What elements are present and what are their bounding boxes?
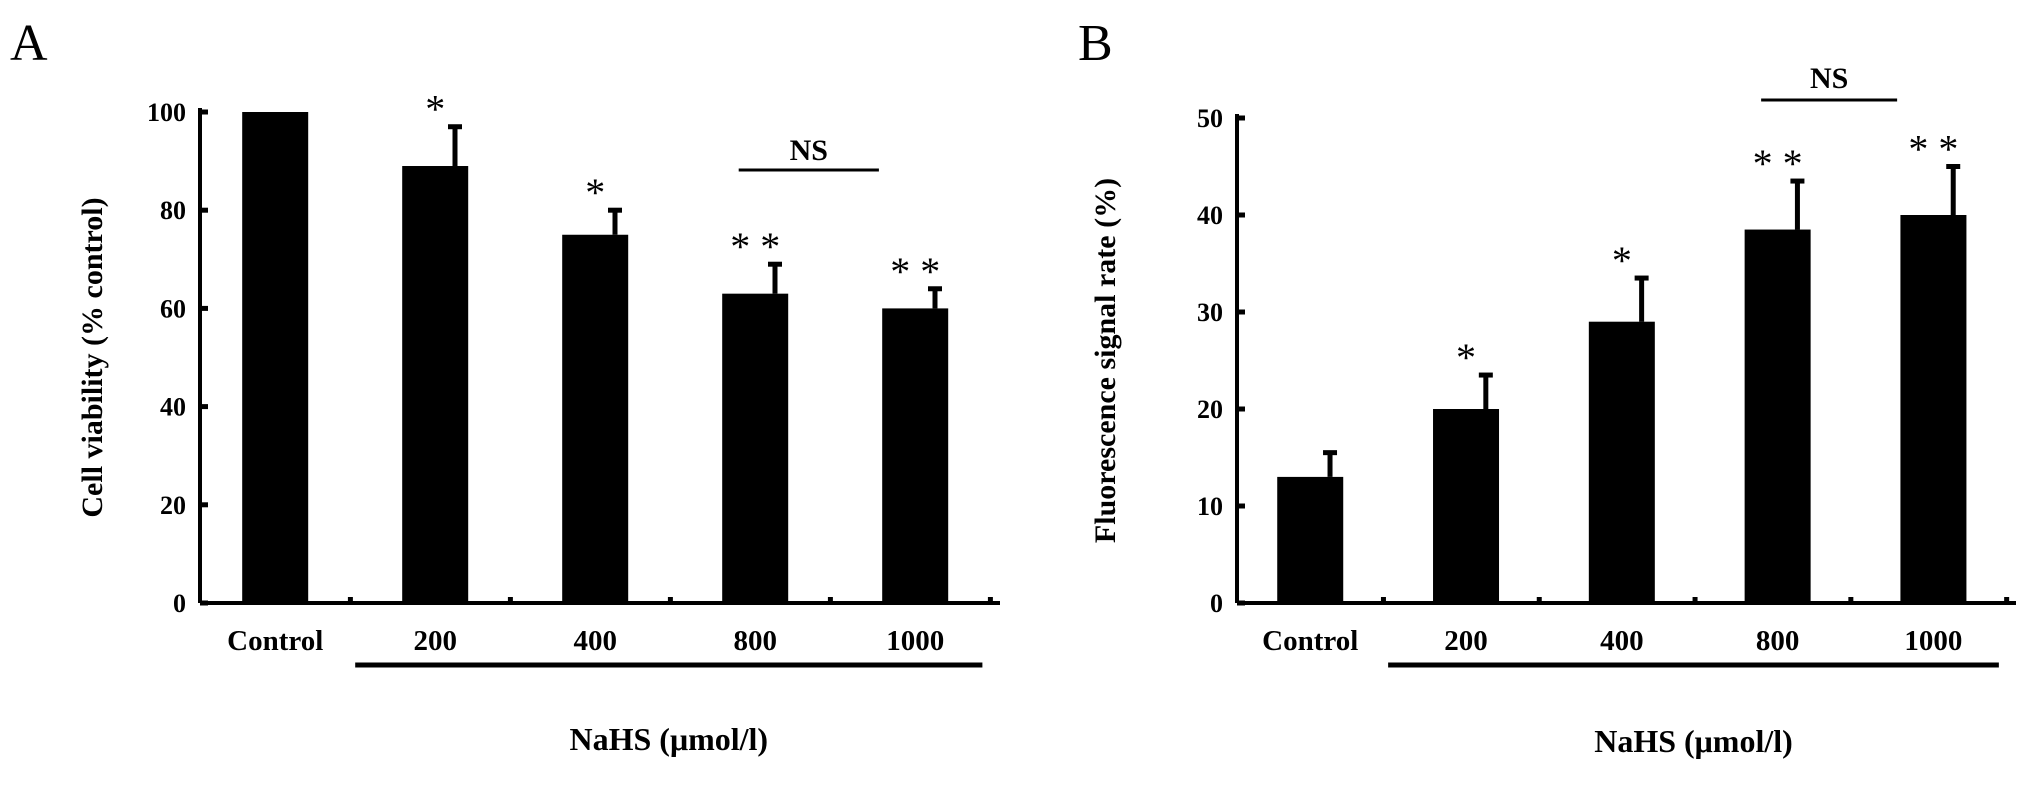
panel-a-significance-mark: *: [425, 87, 445, 132]
panel-a-letter: A: [10, 15, 48, 72]
panel-a-significance-mark: * *: [730, 224, 780, 269]
panel-b-y-tick-label: 0: [1210, 589, 1223, 618]
panel-a-bar: [242, 112, 309, 603]
panel-b-significance-mark: * *: [1753, 141, 1803, 186]
panel-b-y-tick-label: 20: [1197, 395, 1223, 424]
panel-a-significance-mark: * *: [890, 249, 940, 294]
panel-a-category-label: 200: [413, 625, 457, 657]
panel-b-ns-label: NS: [1810, 62, 1848, 95]
panel-b-bar: [1433, 409, 1500, 603]
panel-b-y-tick-label: 40: [1197, 201, 1223, 230]
panel-a-bar: [722, 293, 789, 603]
panel-a-y-tick-label: 80: [160, 196, 186, 225]
panel-a-category-label: 1000: [886, 625, 944, 657]
panel-b-category-label: Control: [1262, 625, 1358, 657]
panel-a-bar: [882, 308, 949, 603]
panel-b-significance-mark: * *: [1908, 127, 1958, 172]
panel-b-x-axis-title: NaHS (μmol/l): [1594, 723, 1793, 759]
panel-b-significance-mark: *: [1456, 335, 1476, 380]
panel-a-category-label: Control: [227, 625, 323, 657]
panel-a-bar: [562, 234, 629, 603]
panel-a-category-label: 400: [573, 625, 617, 657]
panel-a-y-tick-label: 60: [160, 294, 186, 323]
panel-a-x-axis-title: NaHS (μmol/l): [570, 721, 769, 757]
panel-a-y-tick-label: 40: [160, 393, 186, 422]
panel-b-letter: B: [1078, 15, 1113, 72]
panel-b-bar: [1277, 476, 1344, 603]
panel-a-y-tick-label: 100: [147, 98, 186, 127]
panel-b-bar: [1588, 321, 1655, 603]
panel-a-chart: A 0 20 40 60 80 100 Control * 200 * 400 * * 800 * * 100…: [10, 15, 1000, 757]
panel-b-category-label: 1000: [1904, 625, 1962, 657]
panel-a-y-tick-label: 0: [173, 589, 186, 618]
panel-a-y-axis-title: Cell viability (% control): [76, 197, 109, 517]
panel-a-bar: [402, 166, 469, 603]
panel-a-category-label: 800: [733, 625, 777, 657]
panel-b-category-label: 400: [1600, 625, 1644, 657]
panel-a-significance-mark: *: [585, 170, 605, 215]
panel-b-y-tick-label: 50: [1197, 104, 1223, 133]
panel-b-bar: [1900, 215, 1967, 603]
panel-b-significance-mark: *: [1612, 238, 1632, 283]
panel-b-y-tick-label: 10: [1197, 492, 1223, 521]
panel-b-category-label: 800: [1756, 625, 1800, 657]
panel-b-chart: B 0 10 20 30 40 50 Control * 200 * 400 * * 800 * * 1000…: [1078, 15, 2016, 759]
panel-a-y-tick-label: 20: [160, 491, 186, 520]
panel-a-ns-label: NS: [790, 134, 828, 167]
panel-b-y-tick-label: 30: [1197, 298, 1223, 327]
panel-b-y-axis-title: Fluorescence signal rate (%): [1089, 178, 1122, 543]
panel-b-category-label: 200: [1444, 625, 1488, 657]
panel-b-bar: [1744, 229, 1811, 604]
